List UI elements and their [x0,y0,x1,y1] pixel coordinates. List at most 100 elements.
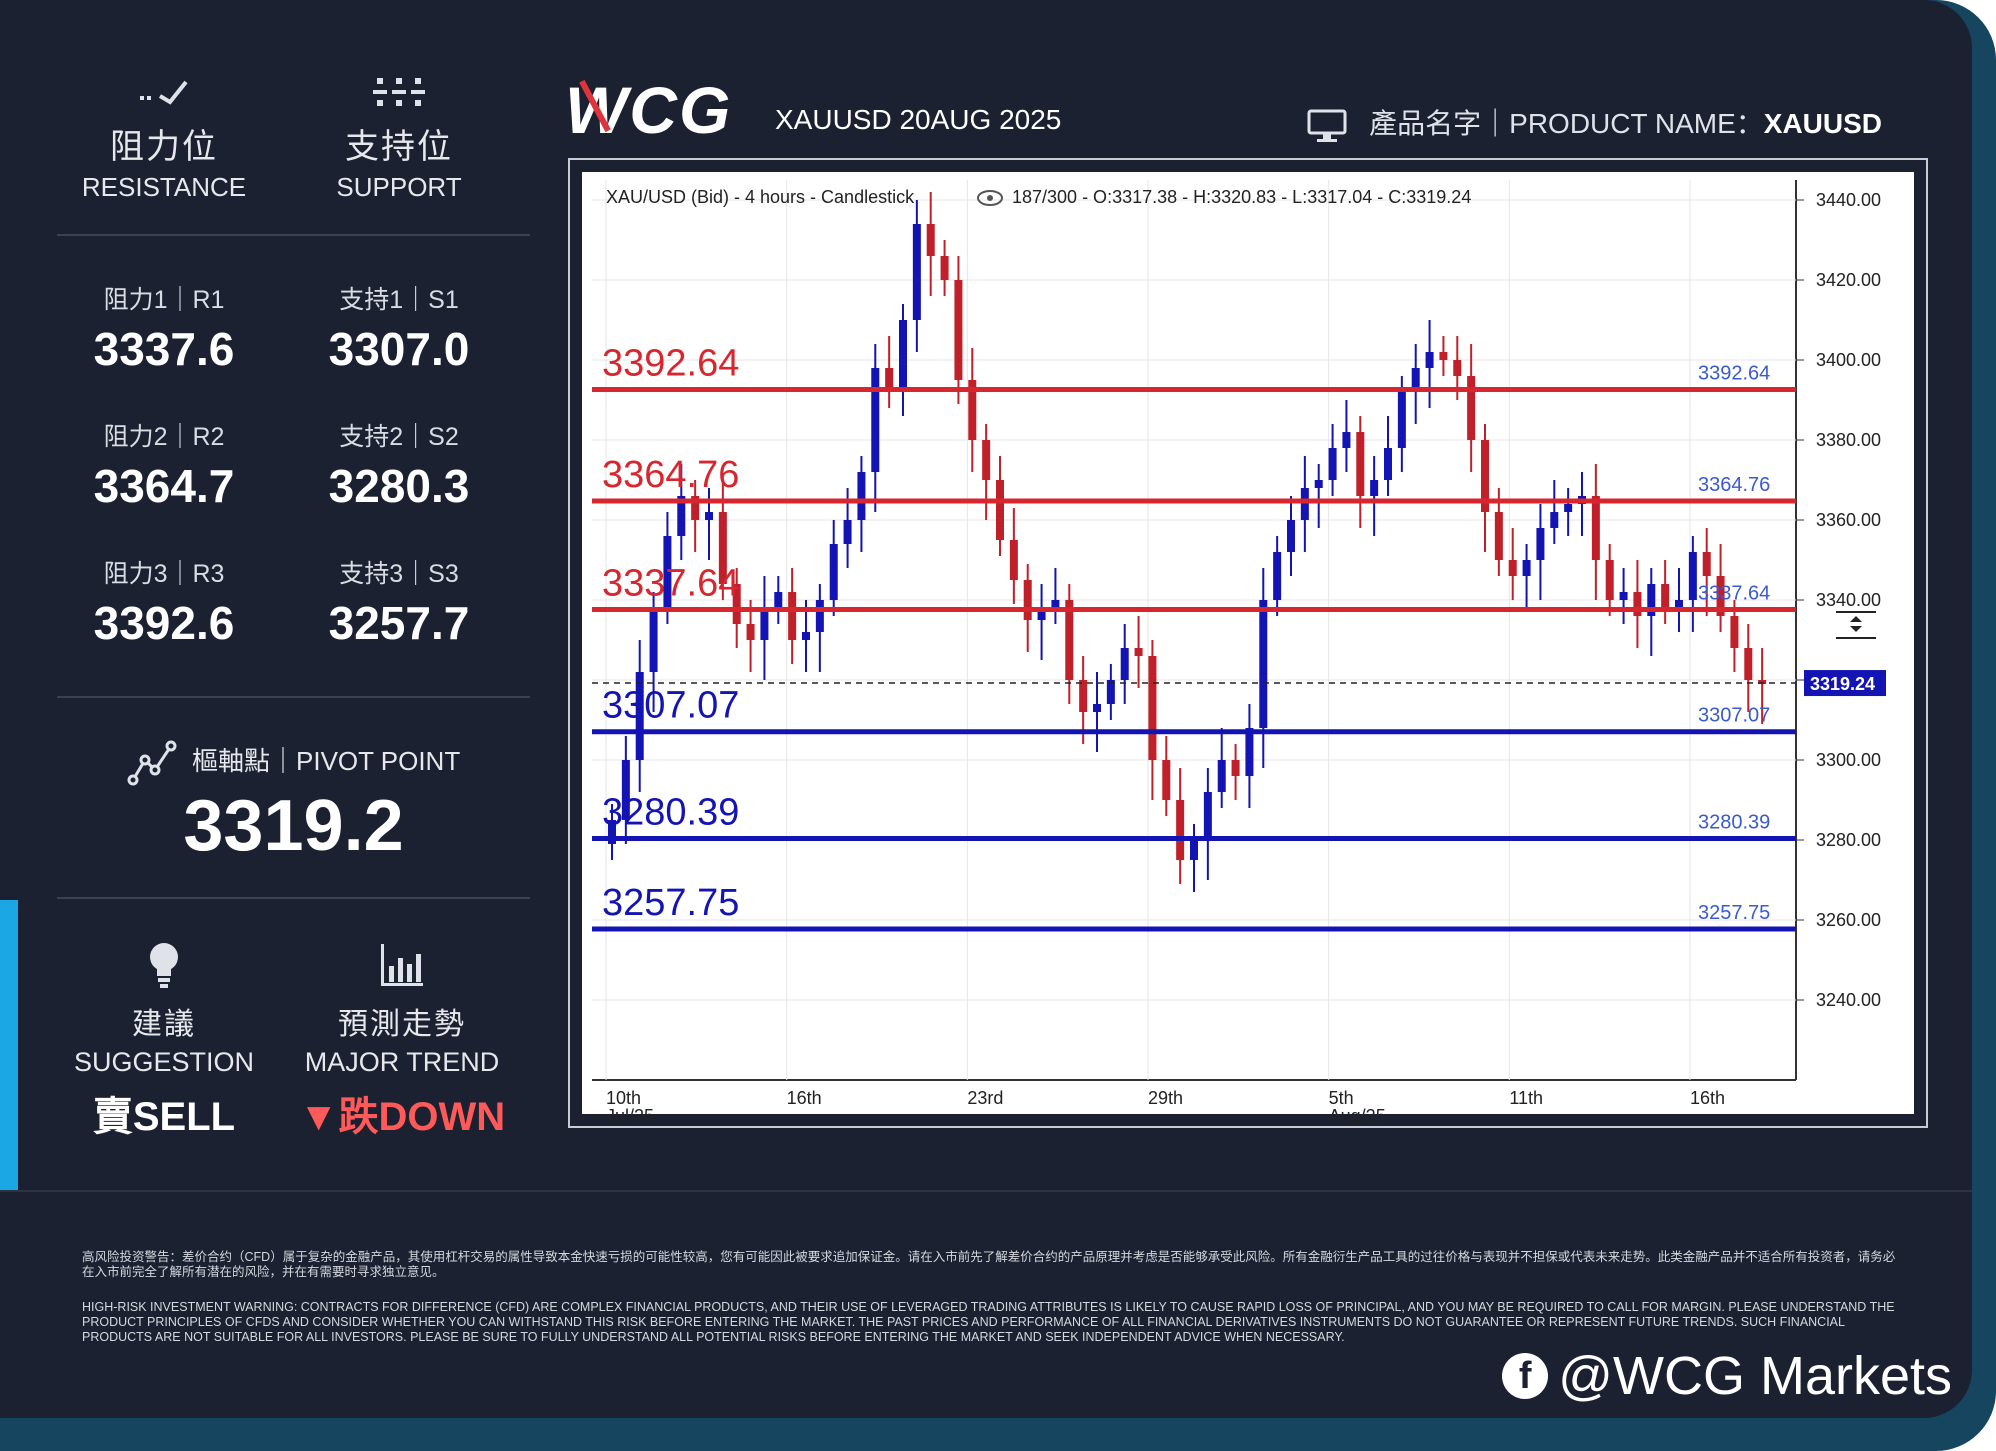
pivot-label-row: 樞軸點｜PIVOT POINT [57,740,530,786]
product-name: 產品名字｜PRODUCT NAME：XAUUSD [1307,102,1882,143]
candle-body [1203,792,1212,840]
suggestion-en: SUGGESTION [73,1047,255,1077]
candle-body [1439,352,1448,360]
candle-body [732,584,741,624]
y-tick-label: 3240.00 [1816,990,1881,1010]
x-tick-label: 23rd [967,1088,1003,1108]
support-line-value: 3257.75 [1698,902,1770,924]
candle-body [1314,480,1323,488]
level-value: 3257.7 [328,597,470,649]
lightbulb-icon [150,943,178,988]
y-tick-label: 3420.00 [1816,270,1881,290]
y-tick-label: 3280.00 [1816,830,1881,850]
social-text: @WCG Markets [1558,1346,1952,1406]
candle-body [940,256,949,280]
trend-value: ▼跌DOWN [298,1095,506,1139]
candle-body [1702,552,1711,576]
candle-body [857,472,866,520]
candle-body [1647,584,1656,616]
candle-body [1342,432,1351,448]
candle-body [996,480,1004,540]
bar-chart-icon [381,944,423,986]
candle-body [1384,448,1392,480]
candle-body [649,608,658,672]
candle-body [1093,704,1101,712]
product-value: XAUUSD [1763,108,1882,139]
support-zh: 支持位 [345,128,453,166]
candle-body [788,592,797,640]
monitor-icon [1307,109,1347,142]
level-s1: 支持1｜S1 3307.0 [284,280,514,376]
current-price-tag [1804,670,1886,697]
price-chart: 3392.64 3392.64 3364.76 3364.76 3337.64 3337.… [570,160,1926,1126]
support-en: SUPPORT [336,172,462,202]
disclaimer-zh: 高风险投资警告：差价合约（CFD）属于复杂的金融产品，其使用杠杆交易的属性导致本… [82,1250,1896,1279]
x-tick-label: 5th [1329,1088,1354,1108]
candle-body [1522,560,1531,576]
candle-body [1730,616,1739,648]
resistance-en: RESISTANCE [81,172,247,202]
resistance-line-value: 3337.64 [1698,582,1770,604]
facebook-icon: f [1502,1353,1549,1399]
candle-body [1231,760,1240,776]
resistance-icon [140,80,188,105]
candle-body [1494,512,1503,560]
y-tick-label: 3300.00 [1816,750,1881,770]
resistance-zh: 阻力位 [110,128,218,166]
x-tick-label: 16th [1690,1088,1725,1108]
candle-body [815,600,824,632]
candle-body [926,224,935,256]
candle-body [1065,600,1074,680]
level-s2: 支持2｜S2 3280.3 [284,417,514,513]
level-label: 支持3｜S3 [339,560,459,588]
scale-handle-icon [1850,626,1862,632]
candle-body [1605,560,1614,600]
resistance-line-value: 3392.64 [1698,362,1770,384]
candle-body [968,380,977,440]
candle-body [1356,432,1365,496]
level-lines: 3392.64 3392.64 3364.76 3364.76 3337.64 3337.… [592,342,1796,932]
candle-body [1661,584,1670,608]
product-label: 產品名字｜PRODUCT NAME： [1369,108,1764,139]
eye-icon [977,190,1003,206]
support-line-label: 3257.75 [602,882,739,924]
candle-body [691,496,700,520]
candle-body [1245,728,1254,776]
support-header: 支持位 SUPPORT [284,74,514,203]
level-label: 阻力3｜R3 [103,560,225,588]
level-label: 阻力1｜R1 [103,286,225,314]
candle-body [1536,528,1545,560]
candle-body [746,624,755,640]
candle-body [843,520,852,544]
level-label: 支持1｜S1 [339,286,459,314]
candle-body [1148,656,1157,760]
suggestion-block: 建議 SUGGESTION 賣SELL [49,940,279,1142]
resistance-line-label: 3337.64 [602,562,739,604]
candle-body [1273,552,1282,600]
level-value: 3364.7 [93,460,235,512]
trend-zh: 預測走勢 [338,1008,466,1041]
candle-body [912,224,921,320]
candle-body [1716,576,1725,616]
level-r1: 阻力1｜R1 3337.6 [49,280,279,376]
candle-body [1120,648,1129,680]
candle-body [1217,760,1226,792]
candle-body [1688,552,1697,600]
candle-body [954,280,963,380]
resistance-line-value: 3364.76 [1698,474,1770,496]
level-value: 3307.0 [328,323,470,375]
candle-body [1619,592,1628,600]
pivot-icon [127,740,177,786]
x-tick-label: 29th [1148,1088,1183,1108]
social-handle[interactable]: f @WCG Markets [1502,1345,1952,1407]
candle-body [760,608,769,640]
candle-body [982,440,991,480]
report-title: XAUUSD 20AUG 2025 [775,104,1062,135]
resistance-header: 阻力位 RESISTANCE [49,74,279,203]
candle-body [1023,580,1032,620]
support-line-value: 3280.39 [1698,811,1770,833]
candle-body [1009,540,1018,580]
left-accent-bar [0,900,18,1190]
candle-body [802,632,810,640]
candle-body [1037,608,1046,620]
